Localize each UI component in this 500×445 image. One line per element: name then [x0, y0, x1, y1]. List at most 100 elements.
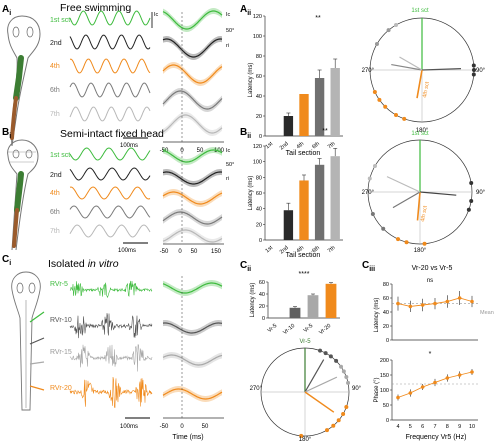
bar-category-label: 4th: [296, 245, 306, 255]
freq-phase-plot: 0 50 100 150 200 4 5 6 7 8 9 10: [380, 358, 478, 430]
bar: [325, 283, 337, 318]
polar-vector: [391, 63, 423, 71]
plot-point: [433, 301, 437, 306]
bar-ytick-label: 60: [256, 74, 262, 80]
time-scale-B: 100ms: [118, 248, 136, 254]
avg-xtick-B-3: 50: [191, 249, 198, 255]
panel-title-B: Semi-intact fixed head: [60, 128, 164, 140]
trace-line: [69, 106, 151, 122]
vr-trace: [69, 376, 153, 408]
vr-trace: [69, 280, 153, 299]
bar-category-label: 2nd: [279, 141, 290, 152]
bar-ytick-label: 0: [262, 316, 265, 322]
polar-dot: [472, 68, 476, 72]
plot-point: [457, 373, 462, 377]
polar-dot: [394, 113, 398, 118]
bar-category-label: 6th: [311, 245, 321, 255]
trace-line: [69, 186, 151, 200]
polar-B-inner: 4th sct: [420, 205, 429, 222]
polar-B-right: 90°: [476, 190, 486, 196]
polar-dot: [325, 428, 329, 433]
bar-category-label: 1st: [265, 245, 275, 255]
bar-category-label: Vr-10: [282, 323, 296, 336]
traces-C: [69, 280, 153, 408]
plot-ytick-label: 100: [380, 388, 389, 394]
panel-label-Bi: Bi: [2, 127, 11, 140]
polar-dot: [331, 423, 336, 428]
trace-label-A-3: 4th: [50, 63, 60, 70]
bar-ytick-label: 120: [253, 14, 262, 20]
polar-dot: [341, 412, 346, 416]
bar-ytick-label: 20: [256, 222, 262, 228]
polar-dot: [370, 211, 375, 216]
bar-sig-C: ****: [299, 271, 310, 278]
plot-point: [445, 299, 450, 304]
panel-label-Ci: Ci: [2, 254, 11, 267]
polar-dot: [318, 348, 323, 353]
legend-B-ic: Ic: [226, 148, 231, 154]
avg-xlabel-C: Time (ms): [172, 434, 203, 441]
polar-dot: [386, 28, 391, 33]
polar-dot: [374, 42, 379, 46]
bar-ytick-label: 100: [253, 160, 262, 166]
avg-traces-A: [162, 8, 223, 136]
polar-C: [260, 347, 351, 438]
avg-xtick-A-3: 50: [197, 148, 204, 154]
bar-ytick-label: 100: [253, 34, 262, 40]
plot-point: [470, 299, 474, 304]
plot-point: [396, 395, 400, 400]
polar-dot: [466, 207, 471, 212]
bar-ytick-label: 60: [256, 191, 262, 197]
panel-label-Ai: Ai: [2, 4, 11, 17]
plot-xtick-label: 4: [396, 424, 399, 430]
bar-ytick-label: 40: [259, 292, 265, 298]
bar: [307, 295, 319, 318]
bar-sig-A: **: [315, 15, 321, 22]
polar-dot: [334, 358, 339, 363]
polar-dot: [394, 22, 398, 27]
trace-line: [69, 147, 151, 161]
polar-vector: [304, 359, 325, 393]
plot-point: [408, 304, 413, 309]
bar-ytick-label: 20: [256, 114, 262, 120]
bar-xlabel-A: Tail section: [286, 150, 321, 157]
polar-dot: [381, 226, 386, 231]
trace-line: [69, 82, 151, 98]
polar-dot: [469, 180, 474, 185]
plot-ytick-label: 80: [383, 282, 389, 288]
panel-label-Aii: Aii: [240, 4, 251, 17]
avg-line: [162, 282, 223, 294]
avg-traces-C: [162, 280, 223, 402]
avg-line: [162, 322, 223, 334]
polar-vector: [419, 191, 457, 196]
polar-dot: [344, 405, 349, 410]
larva-body-A: [7, 15, 41, 147]
polar-A-top: 1st sct: [411, 8, 429, 14]
freq-phase-ylabel: Phase (°): [374, 377, 380, 402]
bar: [330, 156, 340, 240]
plot-point: [420, 303, 425, 307]
polar-dot: [341, 369, 346, 374]
legend-A-ic2: Ic: [226, 12, 231, 18]
plot-ytick-label: 150: [380, 373, 389, 379]
polar-vector: [304, 391, 335, 413]
avg-band: [163, 209, 222, 227]
trace-label-C-4: RVr-20: [50, 385, 72, 392]
trace-line: [69, 224, 151, 238]
plot-ytick-label: 0: [386, 338, 389, 344]
polar-dot: [372, 164, 377, 168]
time-scale-A: 100ms: [120, 143, 138, 149]
avg-line: [162, 114, 223, 134]
polar-dot: [383, 104, 388, 109]
avg-line: [162, 38, 223, 58]
polar-vector: [399, 56, 423, 71]
plot-xtick-label: 6: [421, 424, 424, 430]
plot-point: [408, 391, 413, 395]
freq-latency-ylabel: Latency (ms): [374, 298, 380, 333]
in-vitro-preparation: [11, 271, 45, 411]
plot-point: [433, 380, 437, 385]
trace-label-B-2: 2nd: [50, 172, 62, 179]
plot-xtick-label: 9: [458, 424, 461, 430]
